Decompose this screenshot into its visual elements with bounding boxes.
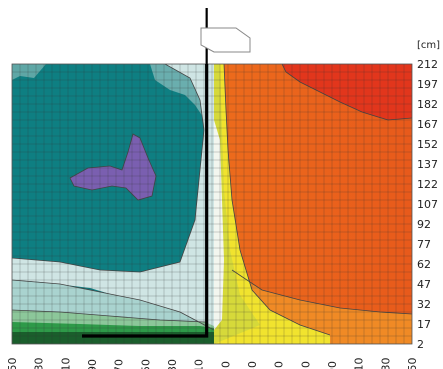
region-green-dark xyxy=(12,332,214,344)
wall-marker-line xyxy=(82,64,209,338)
x-tick-label: 110 xyxy=(59,358,72,369)
contour-line xyxy=(223,64,331,336)
region-teal-light-top xyxy=(12,64,46,80)
y-tick-label: 137 xyxy=(417,158,438,171)
region-yellow xyxy=(214,64,330,344)
sensor-shape-icon xyxy=(200,27,251,53)
heatmap-field xyxy=(12,64,412,344)
region-center-white xyxy=(214,120,224,330)
region-yellow-green xyxy=(214,64,260,344)
y-tick-label: 62 xyxy=(417,258,431,271)
contour-line xyxy=(281,64,412,121)
y-tick-label: 212 xyxy=(417,58,438,71)
contour-line xyxy=(12,279,215,331)
x-tick-label: 150 xyxy=(406,358,419,369)
contour-line xyxy=(231,269,412,315)
y-tick-label: 77 xyxy=(417,238,431,251)
y-tick-label: 182 xyxy=(417,98,438,111)
y-tick-label: 32 xyxy=(417,298,431,311)
x-tick-label: -30 xyxy=(166,359,179,369)
y-tick-label: 107 xyxy=(417,198,438,211)
grid xyxy=(12,64,412,344)
region-red xyxy=(282,64,412,120)
region-pale-blue xyxy=(12,64,214,330)
x-tick-label: 10 xyxy=(219,361,232,369)
y-axis-ticks: 212 197 182 167 152 137 122 107 92 77 62 47 32 17 2 xyxy=(417,58,438,351)
x-tick-label: -10 xyxy=(193,359,206,369)
x-tick-label: 110 xyxy=(353,358,366,369)
x-tick-label: 70 xyxy=(299,361,312,369)
contour-line xyxy=(12,309,206,323)
y-tick-label: 152 xyxy=(417,138,438,151)
y-tick-label: 197 xyxy=(417,78,438,91)
y-unit-label: [cm] xyxy=(417,40,440,51)
x-tick-label: 130 xyxy=(33,358,46,369)
x-tick-label: -90 xyxy=(86,359,99,369)
plot-frame xyxy=(11,63,413,345)
x-tick-label: -70 xyxy=(113,359,126,369)
x-tick-label: 90 xyxy=(326,361,339,369)
contour-line xyxy=(12,64,205,273)
y-tick-label: 167 xyxy=(417,118,438,131)
x-tick-label: 30 xyxy=(246,361,259,369)
x-tick-label: -50 xyxy=(139,359,152,369)
x-tick-label: 150 xyxy=(6,358,19,369)
y-tick-label: 92 xyxy=(417,218,431,231)
y-tick-label: 17 xyxy=(417,318,431,331)
x-axis-ticks: 150 130 110 -90 -70 -50 -30 -10 10 30 50 70 90 110 130… xyxy=(6,358,419,369)
y-tick-label: 122 xyxy=(417,178,438,191)
x-tick-label: 130 xyxy=(379,358,392,369)
y-tick-label: 2 xyxy=(417,338,424,351)
y-tick-label: 47 xyxy=(417,278,431,291)
x-tick-label: 50 xyxy=(273,361,286,369)
contour-line xyxy=(69,133,157,201)
